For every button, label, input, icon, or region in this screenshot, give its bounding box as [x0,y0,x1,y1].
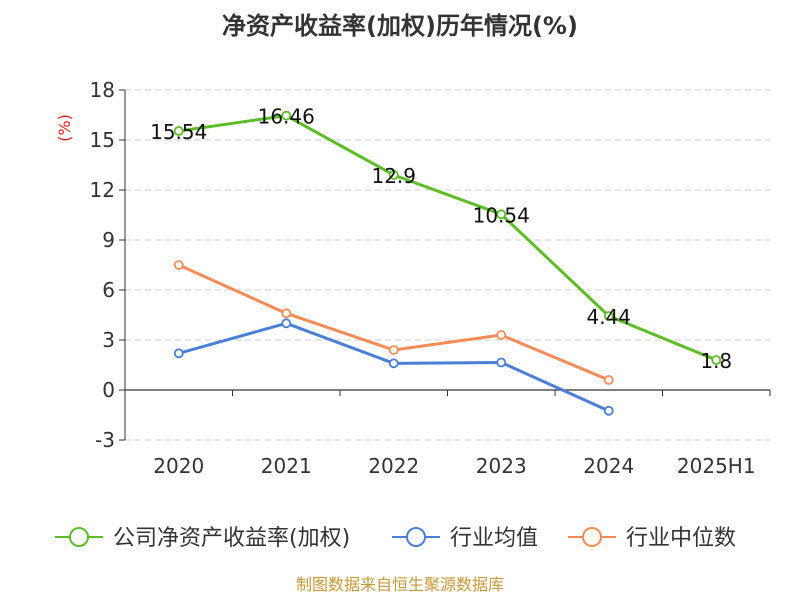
data-label: 1.8 [700,349,732,373]
y-tick-label: 6 [102,278,115,302]
data-label: 16.46 [258,105,315,129]
y-tick-label: 9 [102,228,115,252]
legend-item-1: 公司净资产收益率(加权) [55,526,350,551]
series-group: 15.54 16.46 12.9 10.54 4.44 1.8 [150,105,732,416]
legend-label: 行业均值 [450,526,538,551]
y-axis-label: (%) [55,114,74,142]
grid-lines [125,89,770,441]
data-point [496,357,507,368]
data-label: 10.54 [473,203,530,227]
y-tick-label: -3 [95,428,115,452]
y-tick-label: 18 [90,78,115,102]
series-2 [173,318,614,416]
data-point [281,110,292,121]
data-point [281,308,292,319]
legend-label: 公司净资产收益率(加权) [113,526,350,551]
data-label: 15.54 [150,120,207,144]
legend-marker [582,527,602,547]
x-tick-label: 2023 [476,454,527,478]
source-note: 制图数据来自恒生聚源数据库 [296,575,504,594]
x-tick-label: 2020 [153,454,204,478]
legend-marker [406,527,426,547]
y-tick-label: 3 [102,328,115,352]
legend-marker [69,527,89,547]
legend: 公司净资产收益率(加权) 行业均值 行业中位数 [55,526,736,551]
data-label: 12.9 [371,164,416,188]
data-point [603,375,614,385]
legend-label: 行业中位数 [626,526,736,551]
x-tick-label: 2024 [583,454,634,478]
data-point [603,405,614,416]
data-point [388,170,399,180]
legend-item-2: 行业均值 [392,526,538,551]
x-tick-label: 2022 [368,454,419,478]
data-point [281,318,292,329]
data-point [496,209,507,220]
x-tick-label: 2025H1 [677,454,756,478]
x-tick-label: 2021 [261,454,312,478]
data-point [603,311,614,321]
data-point [173,260,184,270]
data-point [173,348,184,359]
y-tick-label: 12 [90,178,115,202]
data-point [388,358,399,369]
data-point [388,345,399,355]
data-label: 4.44 [586,305,631,329]
data-point [496,330,507,340]
series-line [178,114,717,362]
data-point [711,355,722,365]
y-tick-label: 15 [90,128,115,152]
series-3 [173,260,614,385]
data-point [173,126,184,136]
y-tick-label: 0 [102,378,115,402]
chart-title: 净资产收益率(加权)历年情况(%) [222,12,578,40]
axes: -3 0 3 6 9 12 15 18 2020 2021 2022 2023 2024 2025H1 [90,78,771,478]
series-1: 15.54 16.46 12.9 10.54 4.44 1.8 [150,105,732,373]
legend-item-3: 行业中位数 [568,526,736,551]
